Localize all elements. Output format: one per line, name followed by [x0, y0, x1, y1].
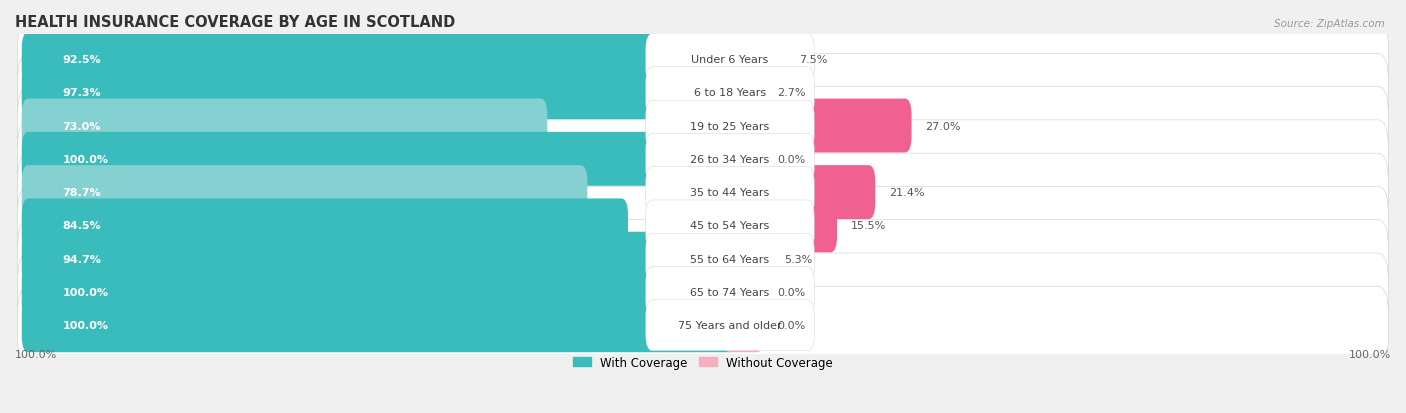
FancyBboxPatch shape — [645, 101, 814, 152]
FancyBboxPatch shape — [723, 299, 763, 352]
Legend: With Coverage, Without Coverage: With Coverage, Without Coverage — [568, 351, 838, 373]
FancyBboxPatch shape — [645, 200, 814, 251]
FancyBboxPatch shape — [21, 199, 628, 253]
FancyBboxPatch shape — [723, 232, 770, 286]
Text: 94.7%: 94.7% — [62, 254, 101, 264]
FancyBboxPatch shape — [723, 199, 837, 253]
FancyBboxPatch shape — [723, 266, 763, 319]
FancyBboxPatch shape — [21, 33, 685, 87]
Text: 15.5%: 15.5% — [851, 221, 886, 231]
FancyBboxPatch shape — [18, 21, 1388, 99]
FancyBboxPatch shape — [645, 167, 814, 218]
FancyBboxPatch shape — [645, 300, 814, 351]
Text: 0.0%: 0.0% — [778, 287, 806, 297]
FancyBboxPatch shape — [18, 54, 1388, 132]
FancyBboxPatch shape — [723, 66, 763, 120]
FancyBboxPatch shape — [723, 166, 876, 220]
Text: 0.0%: 0.0% — [778, 320, 806, 330]
Text: 2.7%: 2.7% — [778, 88, 806, 98]
FancyBboxPatch shape — [18, 254, 1388, 331]
Text: 100.0%: 100.0% — [15, 349, 58, 359]
Text: 35 to 44 Years: 35 to 44 Years — [690, 188, 769, 198]
Text: 92.5%: 92.5% — [62, 55, 101, 65]
Text: 26 to 34 Years: 26 to 34 Years — [690, 154, 769, 164]
Text: 21.4%: 21.4% — [889, 188, 924, 198]
Text: Under 6 Years: Under 6 Years — [692, 55, 769, 65]
Text: 100.0%: 100.0% — [62, 287, 108, 297]
Text: 100.0%: 100.0% — [62, 154, 108, 164]
Text: 100.0%: 100.0% — [62, 320, 108, 330]
FancyBboxPatch shape — [18, 220, 1388, 298]
FancyBboxPatch shape — [21, 232, 700, 286]
FancyBboxPatch shape — [645, 234, 814, 285]
FancyBboxPatch shape — [723, 33, 786, 87]
Text: 73.0%: 73.0% — [62, 121, 101, 131]
Text: 55 to 64 Years: 55 to 64 Years — [690, 254, 769, 264]
FancyBboxPatch shape — [21, 66, 718, 120]
FancyBboxPatch shape — [723, 99, 911, 153]
FancyBboxPatch shape — [645, 34, 814, 85]
Text: HEALTH INSURANCE COVERAGE BY AGE IN SCOTLAND: HEALTH INSURANCE COVERAGE BY AGE IN SCOT… — [15, 15, 456, 30]
FancyBboxPatch shape — [645, 267, 814, 318]
Text: 75 Years and older: 75 Years and older — [678, 320, 782, 330]
FancyBboxPatch shape — [21, 166, 588, 220]
FancyBboxPatch shape — [18, 287, 1388, 364]
Text: 65 to 74 Years: 65 to 74 Years — [690, 287, 769, 297]
FancyBboxPatch shape — [18, 121, 1388, 198]
Text: 100.0%: 100.0% — [1348, 349, 1391, 359]
FancyBboxPatch shape — [18, 154, 1388, 232]
Text: 78.7%: 78.7% — [62, 188, 101, 198]
FancyBboxPatch shape — [21, 299, 737, 352]
Text: Source: ZipAtlas.com: Source: ZipAtlas.com — [1274, 19, 1385, 28]
Text: 84.5%: 84.5% — [62, 221, 101, 231]
Text: 7.5%: 7.5% — [799, 55, 827, 65]
FancyBboxPatch shape — [645, 134, 814, 185]
Text: 27.0%: 27.0% — [925, 121, 960, 131]
Text: 19 to 25 Years: 19 to 25 Years — [690, 121, 769, 131]
FancyBboxPatch shape — [18, 88, 1388, 165]
FancyBboxPatch shape — [18, 187, 1388, 265]
FancyBboxPatch shape — [645, 68, 814, 119]
FancyBboxPatch shape — [21, 133, 737, 186]
Text: 97.3%: 97.3% — [62, 88, 101, 98]
Text: 6 to 18 Years: 6 to 18 Years — [695, 88, 766, 98]
Text: 5.3%: 5.3% — [785, 254, 813, 264]
Text: 0.0%: 0.0% — [778, 154, 806, 164]
FancyBboxPatch shape — [723, 133, 763, 186]
FancyBboxPatch shape — [21, 266, 737, 319]
Text: 45 to 54 Years: 45 to 54 Years — [690, 221, 769, 231]
FancyBboxPatch shape — [21, 99, 547, 153]
